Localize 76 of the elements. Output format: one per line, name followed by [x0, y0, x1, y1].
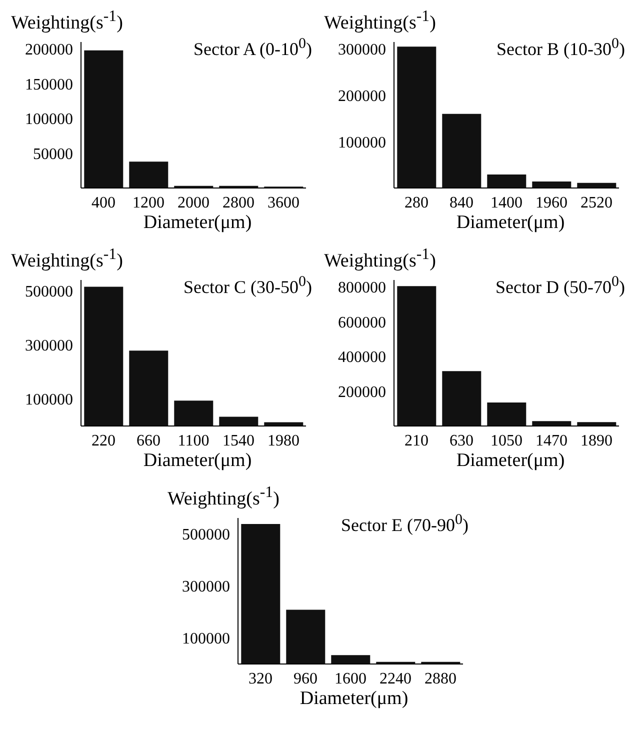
y-tick-label: 200000 — [338, 88, 386, 105]
chart-title: Sector B (10-30$^{0}$) — [496, 36, 625, 60]
x-tick-label: 1050 — [490, 432, 522, 450]
bar — [84, 50, 124, 188]
y-axis-title: Weighting(s$^{-1}$) — [168, 484, 280, 510]
bar — [532, 182, 572, 188]
x-tick-label: 220 — [92, 432, 116, 450]
chart-title: Sector A (0-10$^{0}$) — [194, 36, 312, 60]
x-tick-label: 2800 — [222, 194, 254, 212]
x-tick-label: 1960 — [536, 194, 568, 212]
x-tick-label: 1200 — [132, 194, 164, 212]
bar — [240, 524, 280, 664]
y-tick-label: 600000 — [338, 314, 386, 332]
x-tick-label: 2880 — [424, 670, 456, 688]
bar — [442, 371, 482, 426]
bar — [129, 162, 168, 188]
bar — [487, 174, 526, 188]
x-tick-label: 840 — [450, 194, 474, 212]
chart-title: Sector E (70-90$^{0}$) — [341, 512, 468, 536]
y-tick-label: 50000 — [33, 146, 73, 163]
bar — [84, 286, 124, 426]
bar — [286, 610, 325, 664]
x-tick-label: 630 — [450, 432, 474, 450]
x-tick-label: 1980 — [268, 432, 300, 450]
y-tick-label: 300000 — [25, 338, 73, 355]
y-tick-label: 100000 — [25, 111, 73, 128]
bar — [129, 350, 168, 426]
bar — [397, 286, 436, 426]
x-tick-label: 320 — [248, 670, 272, 688]
y-tick-label: 100000 — [25, 392, 73, 409]
x-tick-label: 2520 — [580, 194, 612, 212]
x-tick-label: 1100 — [178, 432, 210, 450]
bar — [264, 422, 304, 426]
y-axis-title: Weighting(s$^{-1}$) — [11, 246, 123, 272]
y-tick-label: 200000 — [25, 42, 73, 59]
x-tick-label: 2000 — [178, 194, 210, 212]
x-tick-label: 1890 — [580, 432, 612, 450]
y-tick-label: 500000 — [25, 283, 73, 300]
x-axis-title: Diameter(μm) — [142, 450, 253, 472]
x-tick-label: 1600 — [334, 670, 366, 688]
y-tick-label: 500000 — [182, 526, 230, 544]
bar — [330, 655, 370, 664]
x-tick-label: 400 — [92, 194, 116, 212]
bar — [219, 416, 258, 426]
bar — [532, 421, 572, 426]
x-tick-label: 660 — [136, 432, 160, 450]
x-axis-title: Diameter(μm) — [455, 212, 566, 234]
bar — [487, 402, 526, 426]
x-tick-label: 3600 — [268, 194, 300, 212]
y-tick-label: 150000 — [25, 76, 73, 94]
x-axis-title: Diameter(μm) — [142, 212, 253, 234]
x-tick-label: 1540 — [222, 432, 254, 450]
x-tick-label: 280 — [404, 194, 428, 212]
y-tick-label: 100000 — [338, 134, 386, 152]
y-axis-title: Weighting(s$^{-1}$) — [324, 8, 436, 34]
y-tick-label: 400000 — [338, 349, 386, 366]
x-tick-label: 2240 — [379, 670, 411, 688]
y-axis-title: Weighting(s$^{-1}$) — [11, 8, 123, 34]
y-tick-label: 300000 — [338, 42, 386, 59]
x-axis-title: Diameter(μm) — [298, 688, 410, 710]
chart-title: Sector C (30-50$^{0}$) — [184, 274, 312, 298]
y-tick-label: 800000 — [338, 280, 386, 297]
x-tick-label: 210 — [404, 432, 428, 450]
y-tick-label: 300000 — [182, 578, 230, 596]
y-tick-label: 200000 — [338, 384, 386, 401]
chart-title: Sector D (50-70$^{0}$) — [496, 274, 625, 298]
x-tick-label: 1400 — [490, 194, 522, 212]
x-tick-label: 1470 — [536, 432, 568, 450]
bar — [442, 114, 482, 188]
x-tick-label: 960 — [293, 670, 317, 688]
x-axis-title: Diameter(μm) — [455, 450, 566, 472]
bar — [397, 46, 436, 188]
y-tick-label: 100000 — [182, 630, 230, 648]
y-axis-title: Weighting(s$^{-1}$) — [324, 246, 436, 272]
bar — [174, 400, 214, 426]
bar — [577, 422, 616, 426]
